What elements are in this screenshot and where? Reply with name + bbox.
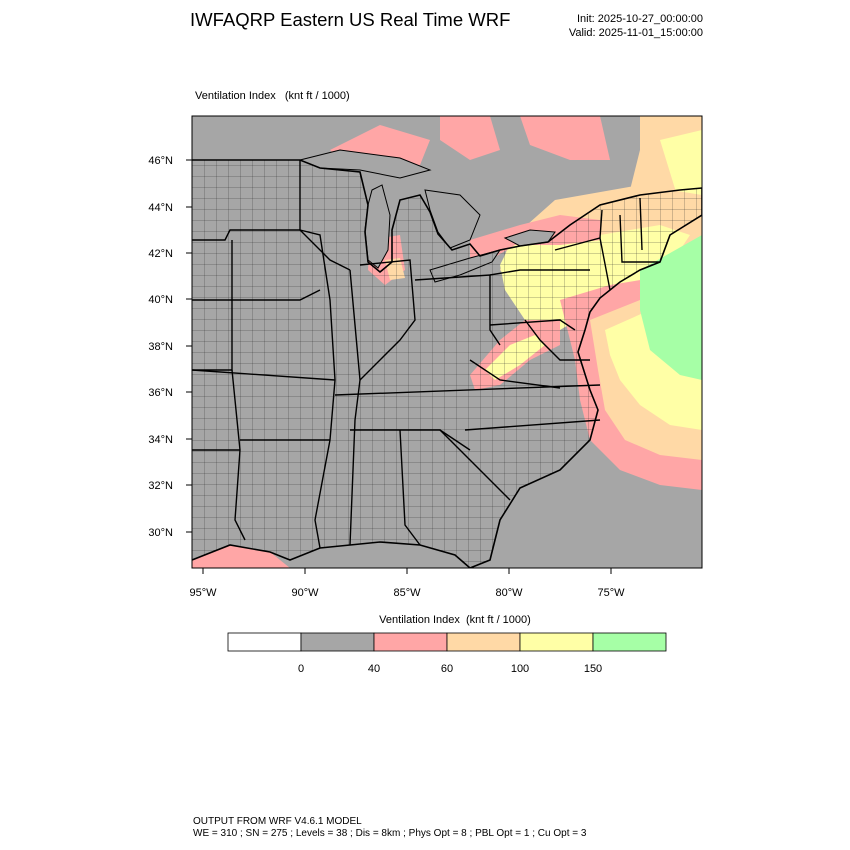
lat-label: 36°N [148,387,173,399]
init-time: Init: 2025-10-27_00:00:00 [577,13,703,25]
lon-label: 90°W [291,587,319,599]
axis-ticks [186,159,612,574]
model-info-line2: WE = 310 ; SN = 275 ; Levels = 38 ; Dis … [193,828,587,839]
figure-title: IWFAQRP Eastern US Real Time WRF [190,9,511,30]
vi-150-plus-offshore [640,235,702,380]
colorbar-label: 150 [583,663,603,675]
colorbar [227,632,667,652]
lon-label: 85°W [393,587,421,599]
colorbar-swatch [227,632,302,652]
colorbar-label: 100 [510,663,530,675]
map-canvas [192,116,702,568]
colorbar-swatch [519,632,594,652]
lat-label: 42°N [148,248,173,260]
map-field-label: Ventilation Index (knt ft / 1000) [195,90,350,102]
colorbar-label: 40 [367,663,381,675]
colorbar-title: Ventilation Index (knt ft / 1000) [379,614,531,626]
colorbar-label: 60 [440,663,454,675]
vi-40-60-patch [520,116,610,160]
map-frame [191,115,703,569]
lon-label: 95°W [189,587,217,599]
valid-time: Valid: 2025-11-01_15:00:00 [568,27,703,39]
lon-label: 75°W [597,587,625,599]
lat-label: 46°N [148,155,173,167]
us-landmass-counties [192,160,702,568]
colorbar-swatch [373,632,448,652]
colorbar-swatch [446,632,521,652]
model-info-line1: OUTPUT FROM WRF V4.6.1 MODEL [193,816,362,827]
lat-label: 30°N [148,527,173,539]
colorbar-swatch [592,632,667,652]
lat-label: 32°N [148,480,173,492]
colorbar-label: 0 [297,663,305,675]
lat-label: 40°N [148,294,173,306]
state-boundaries [192,160,660,549]
lon-label: 80°W [495,587,523,599]
colorbar-swatch [300,632,375,652]
vi-40-60-patch [440,116,500,160]
lat-label: 38°N [148,341,173,353]
vi-100-150-patch [660,130,702,205]
lat-label: 34°N [148,434,173,446]
lat-label: 44°N [148,202,173,214]
coastline [192,159,702,568]
